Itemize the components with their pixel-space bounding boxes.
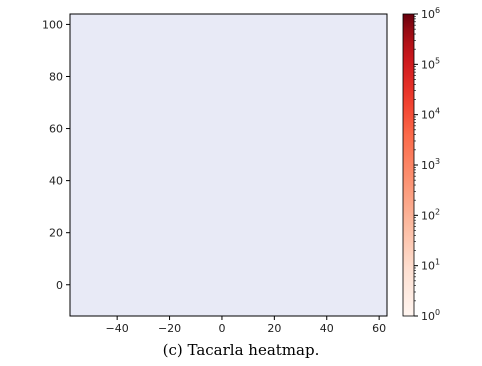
y-tick-label: 20: [49, 227, 63, 240]
x-tick-label: 40: [320, 322, 334, 335]
colorbar: 100 101 102 103 104 105 106: [402, 6, 440, 323]
x-tick-label: −40: [106, 322, 129, 335]
colorbar-tick-label: 105: [421, 56, 440, 71]
colorbar-tick-label: 103: [421, 157, 440, 172]
y-tick-label: 40: [49, 175, 63, 188]
x-tick-label: 20: [267, 322, 281, 335]
axes: −40 −20 0 20 40 60 0 20 40 60 80 100: [42, 13, 388, 335]
plot-background: [70, 14, 387, 316]
x-tick-label: 60: [372, 322, 386, 335]
colorbar-tick-label: 101: [421, 258, 440, 273]
colorbar-tick-label: 102: [421, 207, 440, 222]
y-tick-label: 80: [49, 70, 63, 83]
colorbar-tick-label: 100: [421, 308, 440, 323]
y-tick-label: 60: [49, 123, 63, 136]
colorbar-tick-label: 104: [421, 107, 440, 122]
plot-frame: [69, 13, 388, 317]
y-tick-label: 0: [56, 279, 63, 292]
x-tick-label: −20: [158, 322, 181, 335]
y-tick-label: 100: [42, 18, 63, 31]
figure-caption: (c) Tacarla heatmap.: [162, 341, 320, 359]
x-tick-label: 0: [218, 322, 225, 335]
heatmap-plot-area: [70, 14, 387, 316]
colorbar-gradient: [403, 14, 414, 316]
colorbar-tick-label: 106: [421, 6, 440, 21]
